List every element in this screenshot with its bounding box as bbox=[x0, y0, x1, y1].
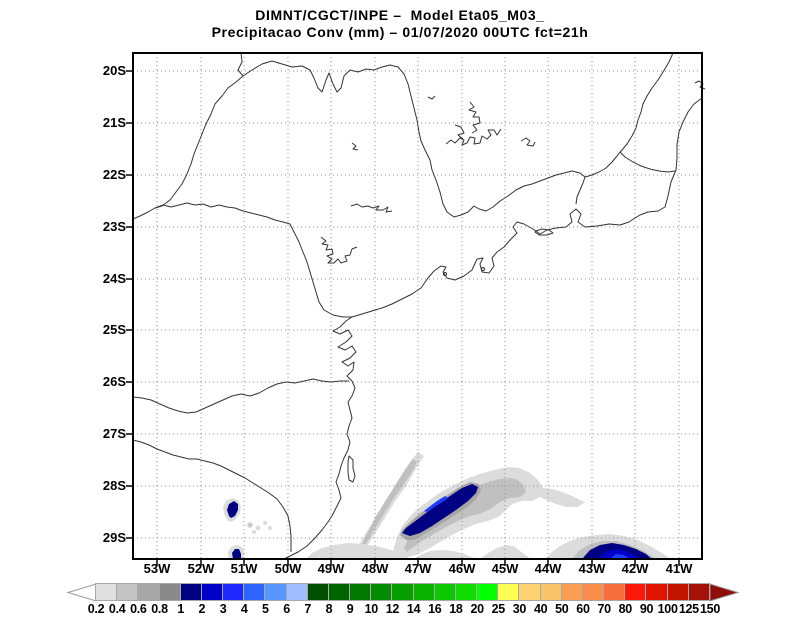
colorbar-segment bbox=[222, 583, 245, 601]
colorbar-segment bbox=[518, 583, 541, 601]
colorbar-segment bbox=[200, 583, 224, 601]
lon-tick-label: 51W bbox=[230, 561, 258, 576]
precip-blue-layer bbox=[227, 484, 652, 559]
colorbar-segment bbox=[243, 583, 266, 601]
lat-tick-label: 22S bbox=[102, 167, 126, 182]
lon-tick-label: 49W bbox=[317, 561, 345, 576]
lat-tick-label: 25S bbox=[102, 322, 126, 337]
colorbar-segment bbox=[666, 583, 689, 601]
colorbar-tick-label: 80 bbox=[618, 602, 633, 616]
lon-tick-label: 44W bbox=[534, 561, 562, 576]
colorbar-tick-label: 3 bbox=[219, 602, 227, 616]
colorbar-tick-label: 90 bbox=[639, 602, 654, 616]
colorbar-tick-label: 1 bbox=[177, 602, 185, 616]
colorbar-tick-label: 12 bbox=[385, 602, 400, 616]
colorbar-segment bbox=[158, 583, 181, 601]
colorbar-tick-label: 60 bbox=[576, 602, 590, 616]
colorbar-segment bbox=[327, 583, 351, 601]
colorbar-segment bbox=[137, 583, 160, 601]
colorbar-tick-label: 40 bbox=[533, 602, 548, 616]
colorbar-segment bbox=[560, 583, 583, 601]
lat-tick-label: 27S bbox=[102, 426, 126, 441]
lon-tick-label: 50W bbox=[274, 561, 302, 576]
lat-tick-label: 24S bbox=[102, 271, 126, 286]
colorbar-segment bbox=[433, 583, 456, 601]
lat-tick-label: 23S bbox=[102, 219, 126, 234]
colorbar-segment bbox=[370, 583, 393, 601]
colorbar-tick-label: 5 bbox=[262, 602, 269, 616]
coastline-path bbox=[283, 97, 703, 560]
colorbar-segment bbox=[116, 583, 139, 601]
colorbar-tick-label: 0.2 bbox=[87, 602, 105, 616]
colorbar-segment bbox=[391, 583, 414, 601]
colorbar-tick-label: 9 bbox=[346, 602, 354, 616]
colorbar-segment bbox=[306, 583, 329, 601]
colorbar-segment bbox=[645, 583, 668, 601]
colorbar-tick-label: 0.6 bbox=[130, 602, 147, 616]
colorbar-tick-label: 125 bbox=[678, 602, 699, 616]
lon-tick-label: 46W bbox=[448, 561, 476, 576]
colorbar-segment bbox=[539, 583, 562, 601]
lat-tick-label: 21S bbox=[102, 115, 126, 130]
colorbar-segment bbox=[95, 583, 118, 601]
colorbar-tick-label: 6 bbox=[283, 602, 290, 616]
colorbar-segment bbox=[349, 583, 372, 601]
colorbar-right-arrow bbox=[709, 583, 740, 602]
colorbar-tick-label: 4 bbox=[240, 602, 248, 616]
lon-tick-label: 52W bbox=[187, 561, 215, 576]
axis-ticks bbox=[126, 70, 680, 566]
colorbar-tick-label: 150 bbox=[700, 602, 720, 616]
colorbar-segment bbox=[476, 583, 499, 601]
colorbar-tick-label: 8 bbox=[325, 602, 333, 616]
lon-tick-label: 42W bbox=[621, 561, 649, 576]
lakes-reservoirs-path bbox=[320, 80, 706, 264]
colorbar-segment bbox=[497, 583, 520, 601]
colorbar-tick-label: 16 bbox=[428, 602, 442, 616]
colorbar-tick-label: 20 bbox=[470, 602, 484, 616]
colorbar-tick-label: 50 bbox=[555, 602, 569, 616]
lat-tick-label: 26S bbox=[102, 374, 126, 389]
map-frame bbox=[132, 52, 703, 560]
map-title-line1: DIMNT/CGCT/INPE – Model Eta05_M03_ bbox=[255, 7, 545, 23]
lon-tick-label: 43W bbox=[578, 561, 606, 576]
colorbar-tick-label: 2 bbox=[198, 602, 206, 616]
lon-tick-label: 41W bbox=[665, 561, 693, 576]
state-borders-path bbox=[132, 52, 676, 552]
colorbar-segment bbox=[603, 583, 626, 601]
colorbar-segment bbox=[179, 583, 202, 601]
colorbar-left-arrow bbox=[66, 583, 97, 602]
colorbar-segment bbox=[454, 583, 478, 601]
lon-tick-label: 47W bbox=[404, 561, 432, 576]
colorbar-tick-label: 25 bbox=[491, 602, 506, 616]
colorbar-segment bbox=[264, 583, 287, 601]
colorbar-segment bbox=[285, 583, 308, 601]
colorbar-tick-label: 14 bbox=[406, 602, 421, 616]
colorbar-tick-label: 0.4 bbox=[108, 602, 126, 616]
colorbar-segment bbox=[412, 583, 435, 601]
lat-tick-label: 28S bbox=[102, 478, 126, 493]
colorbar-tick-label: 30 bbox=[512, 602, 527, 616]
colorbar-tick-label: 70 bbox=[597, 602, 611, 616]
colorbar-segment bbox=[687, 583, 710, 601]
colorbar-tick-label: 18 bbox=[449, 602, 463, 616]
colorbar bbox=[95, 583, 710, 601]
lon-tick-label: 48W bbox=[361, 561, 389, 576]
colorbar-labels: 0.2 0.4 0.6 0.8 1 2 3 4 5 6 7 8 9 10 12 14 16 18 20 25 30 40 5… bbox=[0, 602, 800, 618]
colorbar-tick-label: 100 bbox=[657, 602, 678, 616]
lon-tick-label: 53W bbox=[143, 561, 171, 576]
lat-tick-label: 29S bbox=[102, 530, 126, 545]
map-title-line2: Precipitacao Conv (mm) – 01/07/2020 00UT… bbox=[211, 24, 589, 40]
colorbar-tick-label: 0.8 bbox=[151, 602, 168, 616]
lat-tick-label: 20S bbox=[102, 63, 126, 78]
colorbar-segment bbox=[581, 583, 605, 601]
colorbar-segment bbox=[624, 583, 647, 601]
grid-lines bbox=[133, 53, 702, 559]
lon-tick-label: 45W bbox=[491, 561, 519, 576]
colorbar-tick-label: 10 bbox=[364, 602, 379, 616]
colorbar-tick-label: 7 bbox=[304, 602, 312, 616]
